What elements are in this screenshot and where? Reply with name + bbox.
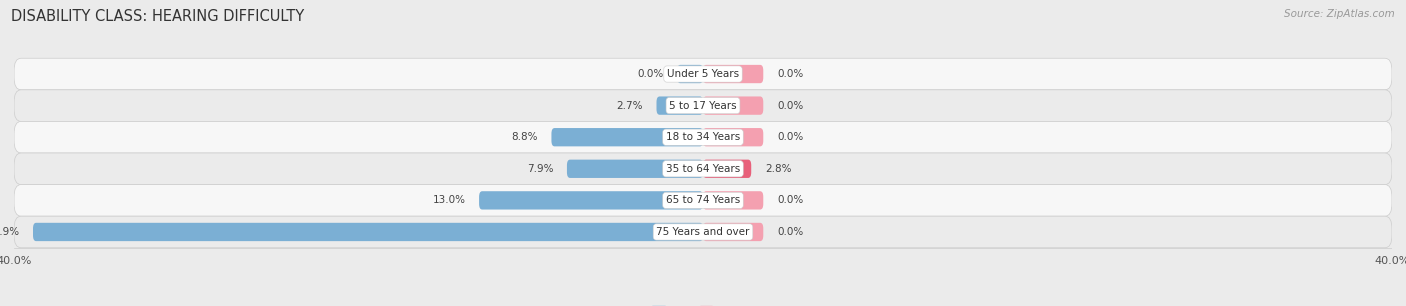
Text: 0.0%: 0.0%	[637, 69, 664, 79]
Text: 5 to 17 Years: 5 to 17 Years	[669, 101, 737, 111]
Text: 2.7%: 2.7%	[616, 101, 643, 111]
Text: 38.9%: 38.9%	[0, 227, 20, 237]
Text: 0.0%: 0.0%	[778, 195, 803, 205]
FancyBboxPatch shape	[657, 96, 703, 115]
Text: 35 to 64 Years: 35 to 64 Years	[666, 164, 740, 174]
Text: 13.0%: 13.0%	[432, 195, 465, 205]
FancyBboxPatch shape	[479, 191, 703, 210]
FancyBboxPatch shape	[551, 128, 703, 146]
FancyBboxPatch shape	[703, 223, 763, 241]
FancyBboxPatch shape	[703, 160, 751, 178]
Text: 75 Years and over: 75 Years and over	[657, 227, 749, 237]
FancyBboxPatch shape	[32, 223, 703, 241]
Text: 0.0%: 0.0%	[778, 132, 803, 142]
FancyBboxPatch shape	[14, 185, 1392, 216]
Text: Source: ZipAtlas.com: Source: ZipAtlas.com	[1284, 9, 1395, 19]
Text: 7.9%: 7.9%	[527, 164, 553, 174]
Text: 8.8%: 8.8%	[512, 132, 537, 142]
FancyBboxPatch shape	[703, 65, 763, 83]
FancyBboxPatch shape	[14, 216, 1392, 248]
Text: 0.0%: 0.0%	[778, 69, 803, 79]
FancyBboxPatch shape	[567, 160, 703, 178]
Text: DISABILITY CLASS: HEARING DIFFICULTY: DISABILITY CLASS: HEARING DIFFICULTY	[11, 9, 305, 24]
FancyBboxPatch shape	[703, 96, 763, 115]
FancyBboxPatch shape	[14, 90, 1392, 121]
FancyBboxPatch shape	[14, 58, 1392, 90]
Legend: Male, Female: Male, Female	[648, 302, 758, 306]
FancyBboxPatch shape	[703, 128, 763, 146]
Text: 0.0%: 0.0%	[778, 101, 803, 111]
Text: 65 to 74 Years: 65 to 74 Years	[666, 195, 740, 205]
FancyBboxPatch shape	[14, 153, 1392, 185]
FancyBboxPatch shape	[14, 121, 1392, 153]
Text: 18 to 34 Years: 18 to 34 Years	[666, 132, 740, 142]
Text: 0.0%: 0.0%	[778, 227, 803, 237]
Text: 2.8%: 2.8%	[765, 164, 792, 174]
Text: Under 5 Years: Under 5 Years	[666, 69, 740, 79]
FancyBboxPatch shape	[678, 65, 703, 83]
FancyBboxPatch shape	[703, 191, 763, 210]
